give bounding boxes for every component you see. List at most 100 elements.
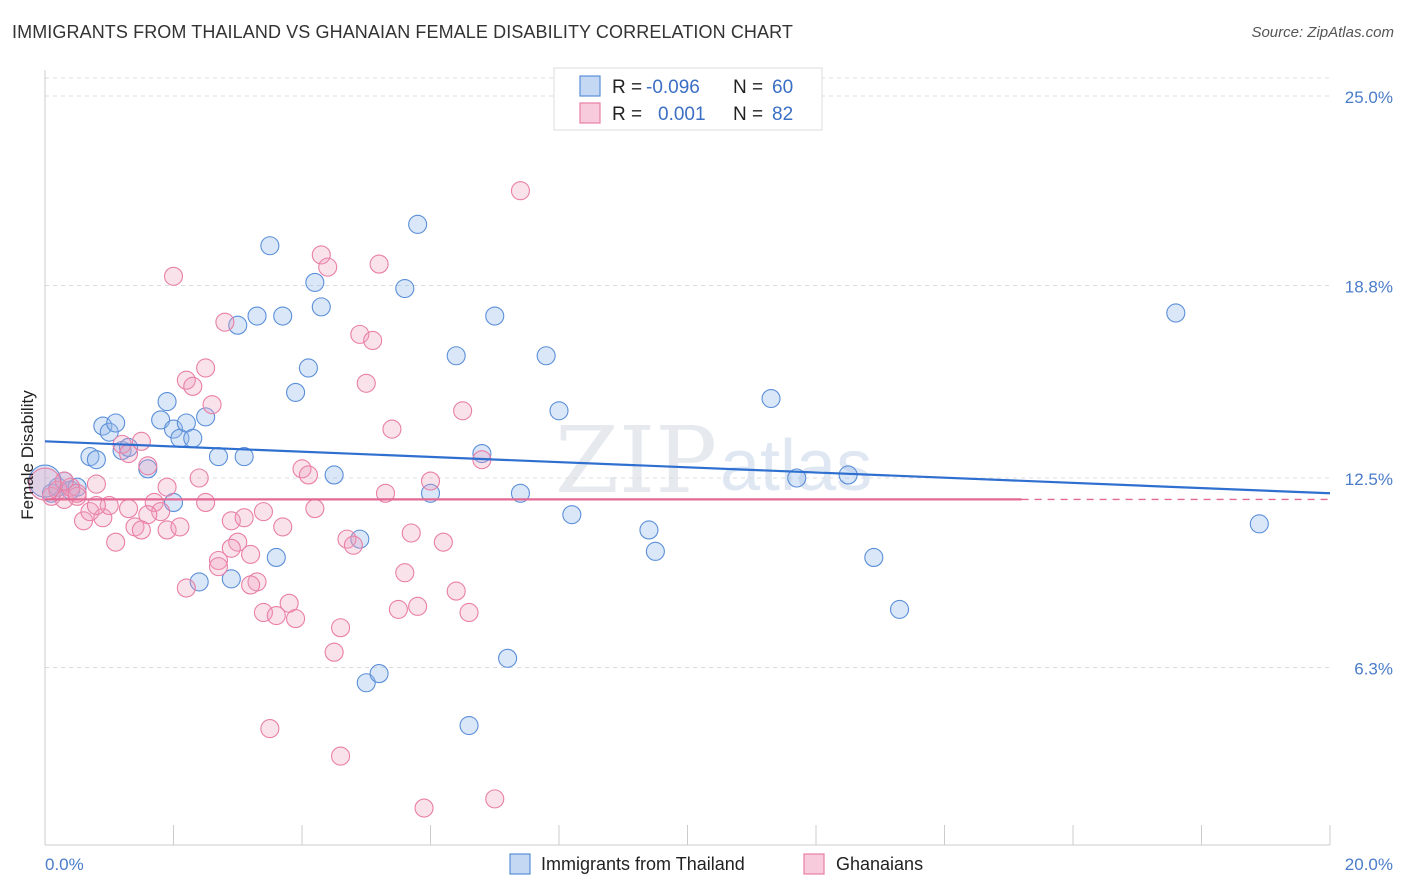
ghanaian-point-75 bbox=[253, 502, 274, 522]
legend-thailand-label: Immigrants from Thailand bbox=[541, 854, 745, 874]
thailand-point-51 bbox=[645, 541, 665, 561]
thailand-n-label: N = bbox=[733, 77, 763, 98]
ghanaian-point-47 bbox=[343, 535, 363, 555]
x-tick-label-0: 0.0% bbox=[45, 855, 84, 874]
chart-title: IMMIGRANTS FROM THAILAND VS GHANAIAN FEM… bbox=[12, 22, 793, 42]
ghanaian-point-62 bbox=[453, 401, 473, 421]
ghanaian-point-51 bbox=[369, 254, 389, 274]
ghanaian-n-value: 82 bbox=[772, 104, 793, 125]
thailand-point-18 bbox=[183, 428, 203, 448]
thailand-point-29 bbox=[311, 297, 331, 317]
thailand-point-57 bbox=[1166, 303, 1186, 323]
axes bbox=[44, 70, 1331, 846]
ghanaian-point-53 bbox=[382, 419, 402, 439]
ghanaian-point-22 bbox=[183, 376, 203, 396]
ghanaian-point-38 bbox=[286, 609, 306, 629]
ghanaian-points bbox=[28, 181, 531, 818]
ghanaian-point-80 bbox=[330, 618, 351, 638]
thailand-point-50 bbox=[639, 520, 659, 540]
ghanaian-point-66 bbox=[510, 181, 531, 201]
ghanaian-point-58 bbox=[414, 798, 434, 818]
ghanaian-point-71 bbox=[67, 483, 87, 503]
thailand-point-40 bbox=[485, 306, 505, 326]
thailand-point-52 bbox=[761, 388, 781, 409]
thailand-point-30 bbox=[324, 465, 344, 485]
thailand-point-49 bbox=[266, 547, 286, 568]
thailand-point-43 bbox=[536, 346, 556, 366]
thailand-point-13 bbox=[157, 392, 177, 412]
ghanaian-r-value: 0.001 bbox=[658, 104, 706, 125]
ghanaian-point-78 bbox=[208, 557, 229, 577]
thailand-r-value: -0.096 bbox=[646, 77, 700, 98]
legend-ghanaian-label: Ghanaians bbox=[836, 854, 923, 874]
ghanaian-point-40 bbox=[298, 465, 318, 485]
thailand-point-33 bbox=[369, 664, 389, 684]
ghanaian-point-55 bbox=[395, 563, 415, 583]
y-tick-label-0: 6.3% bbox=[1354, 659, 1393, 678]
ghanaian-point-45 bbox=[330, 746, 351, 766]
ghanaian-point-20 bbox=[170, 517, 190, 537]
ghanaian-point-25 bbox=[202, 395, 222, 415]
thailand-point-21 bbox=[234, 447, 254, 467]
thailand-point-26 bbox=[286, 382, 306, 402]
legend-thailand-swatch bbox=[509, 853, 531, 875]
thailand-point-10 bbox=[106, 413, 126, 433]
ghanaian-point-50 bbox=[363, 330, 383, 351]
ghanaian-point-73 bbox=[176, 578, 196, 598]
ghanaian-point-76 bbox=[86, 495, 106, 516]
ghanaian-point-69 bbox=[196, 358, 216, 378]
thailand-point-24 bbox=[260, 236, 280, 256]
y-tick-label-1: 12.5% bbox=[1345, 470, 1393, 489]
x-tick-label-1: 20.0% bbox=[1345, 855, 1393, 874]
ghanaian-point-65 bbox=[485, 789, 505, 809]
ghanaian-point-49 bbox=[356, 373, 376, 393]
thailand-point-44 bbox=[549, 401, 569, 421]
thailand-point-42 bbox=[510, 483, 531, 503]
thailand-point-27 bbox=[298, 358, 318, 378]
thailand-point-32 bbox=[356, 673, 376, 693]
watermark-zip: ZIP bbox=[555, 407, 717, 514]
ghanaian-point-26 bbox=[208, 550, 229, 571]
ghanaian-swatch bbox=[579, 102, 601, 124]
ghanaian-point-68 bbox=[157, 477, 177, 497]
thailand-point-41 bbox=[498, 648, 518, 668]
ghanaian-r-label: R = bbox=[612, 104, 642, 125]
ghanaian-point-19 bbox=[163, 266, 184, 286]
y-tick-label-3: 25.0% bbox=[1345, 88, 1393, 107]
thailand-point-34 bbox=[395, 278, 415, 299]
thailand-trend-line bbox=[44, 440, 1331, 495]
ghanaian-point-67 bbox=[118, 444, 139, 464]
thailand-point-28 bbox=[305, 272, 325, 292]
ghanaian-point-70 bbox=[54, 471, 74, 491]
ghanaian-point-56 bbox=[401, 523, 421, 543]
ghanaian-point-10 bbox=[106, 532, 126, 552]
thailand-point-48 bbox=[221, 569, 241, 589]
thailand-point-58 bbox=[1249, 514, 1269, 534]
thailand-swatch bbox=[579, 75, 601, 97]
ghanaian-point-35 bbox=[266, 605, 286, 626]
thailand-point-25 bbox=[273, 306, 293, 326]
ghanaian-point-31 bbox=[241, 544, 261, 564]
ghanaian-point-27 bbox=[215, 312, 235, 332]
ghanaian-point-77 bbox=[131, 520, 151, 540]
thailand-point-56 bbox=[889, 599, 910, 619]
ghanaian-point-30 bbox=[234, 508, 254, 528]
series-legend: Immigrants from Thailand Ghanaians bbox=[509, 853, 923, 875]
thailand-r-label: R = bbox=[612, 77, 642, 98]
ghanaian-point-23 bbox=[189, 468, 209, 488]
ghanaian-point-79 bbox=[241, 575, 261, 595]
stats-legend: R = -0.096 N = 60 R = 0.001 N = 82 bbox=[553, 67, 823, 131]
thailand-point-55 bbox=[864, 547, 884, 568]
thailand-point-45 bbox=[562, 505, 582, 525]
ghanaian-n-label: N = bbox=[733, 104, 763, 125]
ghanaian-point-42 bbox=[311, 245, 331, 265]
ghanaian-point-15 bbox=[138, 456, 158, 476]
tick-labels: 6.3% 12.5% 18.8% 25.0% 0.0% 20.0% bbox=[45, 88, 1393, 874]
ghanaian-point-59 bbox=[420, 471, 441, 491]
y-tick-label-2: 18.8% bbox=[1345, 277, 1393, 296]
thailand-n-value: 60 bbox=[772, 77, 793, 98]
ghanaian-point-63 bbox=[459, 602, 479, 623]
ghanaian-point-7 bbox=[86, 474, 106, 494]
ghanaian-point-44 bbox=[324, 642, 344, 662]
